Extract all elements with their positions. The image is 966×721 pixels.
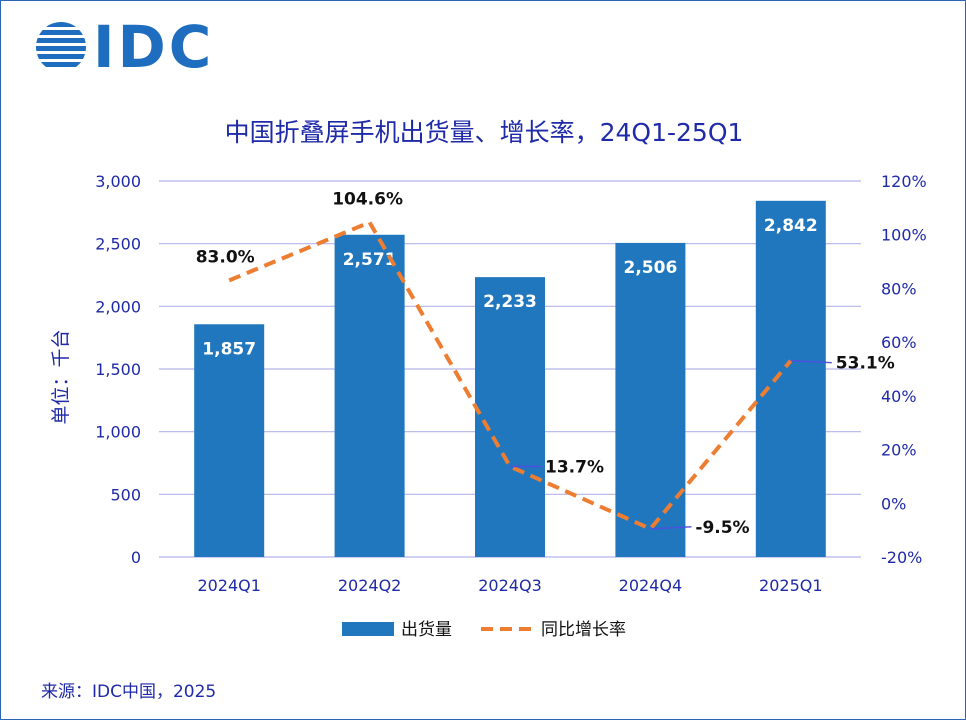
data-label-leader xyxy=(790,359,832,364)
idc-globe-icon xyxy=(36,22,86,67)
y-axis-title: 单位：千台 xyxy=(50,329,72,424)
bar-value-label: 1,857 xyxy=(202,339,256,359)
y2-tick-label: 20% xyxy=(881,441,917,460)
growth-rate-line xyxy=(228,219,793,532)
bar-value-label: 2,233 xyxy=(483,292,537,312)
bar xyxy=(334,234,405,557)
y2-tick-label: 60% xyxy=(881,333,917,352)
legend-label: 出货量 xyxy=(401,620,452,640)
line-value-label: -9.5% xyxy=(695,518,749,538)
source-note: 来源：IDC中国，2025 xyxy=(41,682,217,702)
y-tick-label: 1,500 xyxy=(95,360,141,379)
bar-value-label: 2,571 xyxy=(343,250,397,270)
bar xyxy=(615,242,686,557)
chart-title: 中国折叠屏手机出货量、增长率，24Q1-25Q1 xyxy=(224,118,744,147)
y-tick-label: 0 xyxy=(131,548,141,567)
bar xyxy=(475,277,545,557)
bar-value-label: 2,506 xyxy=(624,258,678,278)
line-value-label: 104.6% xyxy=(332,189,403,209)
idc-logo xyxy=(33,21,89,77)
bar xyxy=(194,324,265,557)
y2-tick-label: 120% xyxy=(881,172,927,191)
y2-tick-label: 40% xyxy=(881,387,917,406)
y-tick-label: 1,000 xyxy=(95,423,141,442)
data-label-leader xyxy=(650,526,692,530)
y-tick-label: 3,000 xyxy=(95,172,141,191)
line-value-label: 83.0% xyxy=(196,247,255,267)
y-tick-label: 2,000 xyxy=(95,297,141,316)
x-tick-label: 2025Q1 xyxy=(759,576,823,595)
x-tick-label: 2024Q1 xyxy=(197,576,261,595)
y-tick-label: 500 xyxy=(110,485,141,504)
y-tick-label: 2,500 xyxy=(95,235,141,254)
bar-value-label: 2,842 xyxy=(764,216,818,236)
y2-tick-label: -20% xyxy=(881,548,922,567)
x-tick-label: 2024Q4 xyxy=(619,576,683,595)
bar xyxy=(755,200,826,557)
line-value-label: 53.1% xyxy=(836,354,895,374)
y2-tick-label: 100% xyxy=(881,226,927,245)
y2-tick-label: 80% xyxy=(881,279,917,298)
x-tick-label: 2024Q2 xyxy=(338,576,402,595)
x-tick-label: 2024Q3 xyxy=(478,576,542,595)
idc-logo-text: IDC xyxy=(93,13,215,81)
line-value-label: 13.7% xyxy=(545,457,604,477)
legend-swatch-bar xyxy=(342,622,394,636)
y2-tick-label: 0% xyxy=(881,494,906,513)
legend-label: 同比增长率 xyxy=(541,620,626,640)
